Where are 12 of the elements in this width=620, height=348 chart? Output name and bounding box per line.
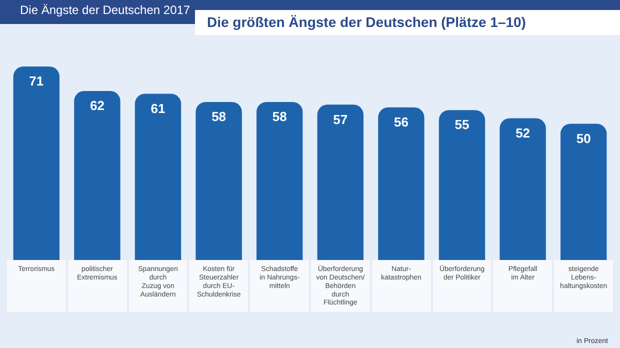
data-label: 62 <box>90 98 104 114</box>
data-label: 57 <box>333 112 348 127</box>
chart-subtitle: Die Ängste der Deutschen 2017 <box>20 3 190 17</box>
data-label: 55 <box>454 117 470 132</box>
data-label: 58 <box>212 109 226 124</box>
data-label: 50 <box>576 130 591 146</box>
data-label: 58 <box>272 109 287 124</box>
chart-title: Die größten Ängste der Deutschen (Plätze 1–10) <box>195 10 620 35</box>
data-label: 61 <box>150 100 166 116</box>
data-label: 71 <box>29 74 44 89</box>
data-label: 56 <box>394 114 408 130</box>
data-label: 52 <box>516 125 530 140</box>
